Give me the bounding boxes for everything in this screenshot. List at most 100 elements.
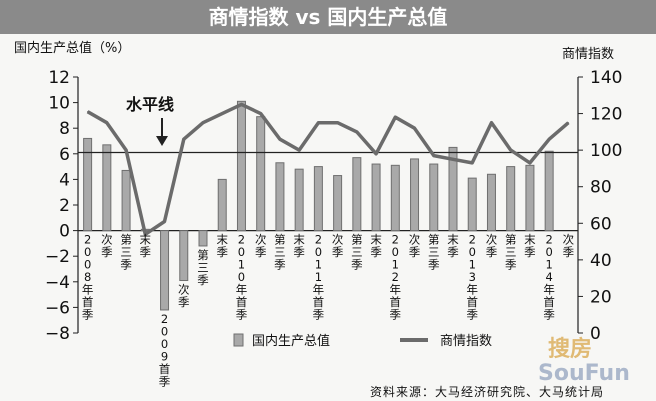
sentiment-point — [394, 116, 396, 118]
category-label: 2 0 1 2 年首季 — [390, 233, 402, 322]
category-label: 第三季 — [428, 233, 440, 272]
gdp-bar — [333, 175, 343, 232]
gdp-bars — [83, 100, 554, 311]
category-label: 第三季 — [505, 233, 517, 272]
category-label: 第三季 — [351, 233, 363, 272]
sentiment-line-path — [86, 102, 570, 237]
category-label: 2 0 1 1 年首季 — [313, 233, 325, 322]
sentiment-point — [260, 112, 262, 115]
gdp-bar — [525, 164, 535, 232]
category-label: 末季 — [293, 233, 305, 260]
legend-bar-swatch — [233, 333, 244, 347]
sentiment-point — [337, 122, 339, 124]
gdp-bar — [352, 157, 362, 232]
sentiment-point — [183, 138, 185, 140]
gdp-bar — [294, 168, 304, 232]
category-label: 2 0 1 3 年首季 — [466, 233, 478, 322]
right-tick-label: 140 — [590, 68, 622, 88]
category-label: 2 0 0 8 年首季 — [82, 233, 94, 322]
gdp-bar — [121, 169, 131, 232]
category-label: 第三季 — [120, 233, 132, 272]
sentiment-point — [202, 122, 204, 124]
category-label: 2 0 1 0 年首季 — [236, 233, 248, 322]
left-tick-labels: 12 10 8 6 4 2 0 −2 −4 −6 −8 — [45, 68, 70, 344]
legend: 国内生产总值 商情指数 — [233, 333, 492, 349]
category-label: 第三季 — [197, 248, 209, 287]
sentiment-point — [144, 233, 146, 235]
gdp-bar — [179, 230, 189, 282]
gdp-bar — [217, 178, 227, 232]
sentiment-point — [221, 112, 223, 115]
sentiment-point — [317, 122, 319, 124]
left-tick-label: 6 — [59, 145, 70, 165]
legend-sentiment: 商情指数 — [440, 334, 492, 349]
gdp-bar — [256, 116, 266, 232]
gdp-bar — [506, 166, 516, 232]
sentiment-point — [125, 149, 127, 151]
gdp-bar — [275, 162, 285, 232]
sentiment-point — [452, 158, 454, 160]
left-tick-label: −6 — [45, 298, 70, 318]
y-axis-label-right: 商情指数 — [562, 47, 614, 62]
left-tick-label: 10 — [48, 94, 70, 114]
sentiment-point — [240, 103, 243, 106]
right-tick-label: 80 — [590, 178, 612, 198]
annotation-arrow — [156, 118, 168, 146]
category-label: 2 0 1 4 年首季 — [543, 233, 555, 322]
gdp-bar — [429, 163, 439, 232]
category-label: 次季 — [178, 283, 190, 310]
gdp-bar — [448, 146, 458, 232]
chart-title: 商情指数 vs 国内生产总值 — [209, 5, 448, 29]
left-tick-label: 2 — [59, 196, 70, 216]
right-tick-labels: 140 120 100 80 60 40 20 0 — [590, 68, 622, 344]
sentiment-point — [356, 131, 358, 133]
gdp-bar — [83, 137, 93, 232]
category-label: 次季 — [563, 233, 575, 260]
left-tick-label: 8 — [59, 119, 70, 139]
category-label: 末季 — [216, 233, 228, 260]
right-tick-label: 0 — [590, 324, 601, 344]
sentiment-point — [163, 220, 166, 223]
category-label: 末季 — [140, 233, 152, 260]
left-tick-label: −2 — [45, 247, 70, 267]
sentiment-point — [490, 122, 493, 124]
watermark-top: 搜房 — [548, 336, 592, 362]
source-note: 资料来源：大马经济研究院、大马统计局 — [370, 384, 604, 399]
category-label: 次季 — [332, 233, 344, 260]
reference-annotation: 水平线 — [126, 95, 174, 114]
category-label: 次季 — [409, 233, 421, 260]
category-label: 末季 — [370, 233, 382, 260]
left-tick-label: −4 — [45, 273, 70, 293]
sentiment-point — [529, 162, 531, 164]
right-tick-label: 20 — [590, 287, 612, 307]
gdp-bar — [467, 177, 477, 232]
sentiment-point — [279, 138, 281, 140]
y-axis-label-left: 国内生产总值（%） — [14, 40, 130, 56]
gdp-bar — [544, 150, 554, 232]
category-label: 末季 — [524, 233, 536, 260]
sentiment-point — [510, 149, 512, 151]
sentiment-point — [375, 153, 377, 155]
sentiment-point — [87, 111, 89, 113]
category-label: 第三季 — [274, 233, 286, 272]
title-bar — [0, 0, 656, 34]
left-tick-label: 0 — [59, 222, 70, 242]
sentiment-point — [471, 162, 473, 164]
gdp-bar — [390, 164, 400, 232]
gdp-bar — [486, 173, 496, 232]
category-label: 2 0 0 9 首季 — [159, 312, 171, 389]
watermark-bottom: SouFun — [538, 361, 630, 386]
gdp-bar — [410, 158, 420, 232]
left-tick-label: 12 — [48, 68, 70, 88]
left-tick-label: −8 — [45, 324, 70, 344]
right-tick-label: 120 — [590, 105, 622, 125]
right-tick-label: 100 — [590, 141, 622, 161]
sentiment-point — [106, 122, 108, 124]
sentiment-point — [567, 122, 569, 124]
gdp-bar — [371, 163, 381, 232]
sentiment-point — [298, 149, 300, 151]
right-tick-label: 40 — [590, 251, 612, 271]
category-label: 末季 — [447, 233, 459, 260]
